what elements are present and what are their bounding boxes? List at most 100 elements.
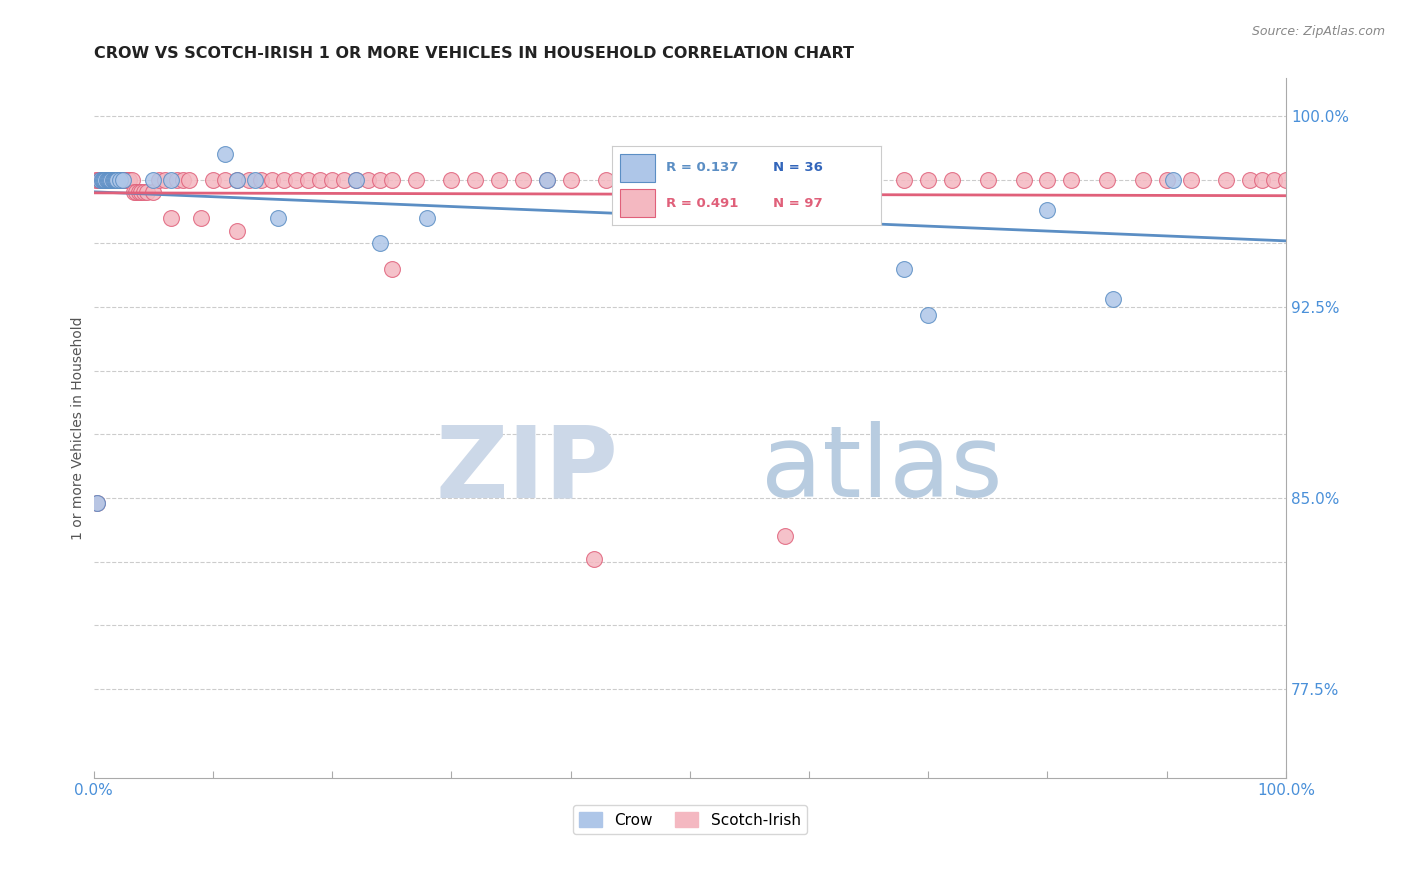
Point <box>1251 172 1274 186</box>
Point <box>118 172 141 186</box>
Point <box>105 172 128 186</box>
Point <box>1239 172 1261 186</box>
Point <box>821 172 844 186</box>
Point <box>1161 172 1184 186</box>
Point <box>773 172 796 186</box>
Point <box>1215 172 1237 186</box>
Point <box>344 172 367 186</box>
Point <box>94 172 117 186</box>
Text: atlas: atlas <box>761 422 1002 518</box>
Point <box>86 496 108 510</box>
Point <box>84 172 107 186</box>
Point <box>703 172 725 186</box>
Point <box>107 172 129 186</box>
Point <box>172 172 194 186</box>
Point <box>821 172 844 186</box>
Point <box>190 211 212 225</box>
Point <box>440 172 463 186</box>
Point <box>98 172 121 186</box>
Point <box>1102 293 1125 307</box>
Point <box>488 172 510 186</box>
Point <box>114 172 136 186</box>
Point <box>344 172 367 186</box>
Point <box>1275 172 1298 186</box>
Point <box>738 172 761 186</box>
Legend: Crow, Scotch-Irish: Crow, Scotch-Irish <box>572 805 807 834</box>
Point <box>738 172 761 186</box>
Point <box>273 172 295 186</box>
Point <box>114 172 136 186</box>
Point <box>100 172 122 186</box>
Point <box>115 172 138 186</box>
Point <box>893 261 915 276</box>
Point <box>1156 172 1178 186</box>
Point <box>93 172 115 186</box>
Point <box>110 172 132 186</box>
Point <box>117 172 139 186</box>
Point <box>381 261 404 276</box>
Point <box>321 172 343 186</box>
Point <box>104 172 127 186</box>
Text: Source: ZipAtlas.com: Source: ZipAtlas.com <box>1251 25 1385 38</box>
Text: ZIP: ZIP <box>436 422 619 518</box>
Point <box>1036 203 1059 218</box>
Point <box>89 172 111 186</box>
Point <box>177 172 200 186</box>
Point <box>87 172 110 186</box>
Point <box>153 172 176 186</box>
Point <box>368 236 391 251</box>
Point <box>142 172 165 186</box>
Point <box>583 552 606 566</box>
Point <box>381 172 404 186</box>
Point <box>595 172 617 186</box>
Point <box>655 172 678 186</box>
Point <box>214 172 236 186</box>
Point <box>136 186 159 200</box>
Point <box>107 172 129 186</box>
Point <box>166 172 188 186</box>
Point <box>893 172 915 186</box>
Point <box>101 172 124 186</box>
Point <box>160 211 183 225</box>
Point <box>91 172 114 186</box>
Point <box>225 223 247 237</box>
Point <box>941 172 963 186</box>
Point <box>160 172 183 186</box>
Point <box>225 172 247 186</box>
Point <box>98 172 121 186</box>
Point <box>1263 172 1285 186</box>
Point <box>86 496 108 510</box>
Point <box>128 186 150 200</box>
Point <box>108 172 131 186</box>
Point <box>201 172 224 186</box>
Point <box>104 172 127 186</box>
Point <box>111 172 134 186</box>
Point <box>333 172 356 186</box>
Point <box>1036 172 1059 186</box>
Point <box>619 172 641 186</box>
Point <box>214 147 236 161</box>
Point <box>97 172 120 186</box>
Point <box>655 172 678 186</box>
Text: CROW VS SCOTCH-IRISH 1 OR MORE VEHICLES IN HOUSEHOLD CORRELATION CHART: CROW VS SCOTCH-IRISH 1 OR MORE VEHICLES … <box>94 46 853 62</box>
Point <box>285 172 308 186</box>
Point <box>1180 172 1202 186</box>
Point <box>512 172 534 186</box>
Point <box>368 172 391 186</box>
Point <box>91 172 114 186</box>
Point <box>536 172 558 186</box>
Point <box>97 172 120 186</box>
Point <box>148 172 170 186</box>
Point <box>98 172 121 186</box>
Point <box>132 186 155 200</box>
Point <box>105 172 128 186</box>
Point <box>536 172 558 186</box>
Point <box>797 172 820 186</box>
Point <box>464 172 486 186</box>
Point <box>1132 172 1154 186</box>
Point <box>103 172 125 186</box>
Point <box>1060 172 1083 186</box>
Point <box>1012 172 1035 186</box>
Point <box>262 172 284 186</box>
Point <box>94 172 117 186</box>
